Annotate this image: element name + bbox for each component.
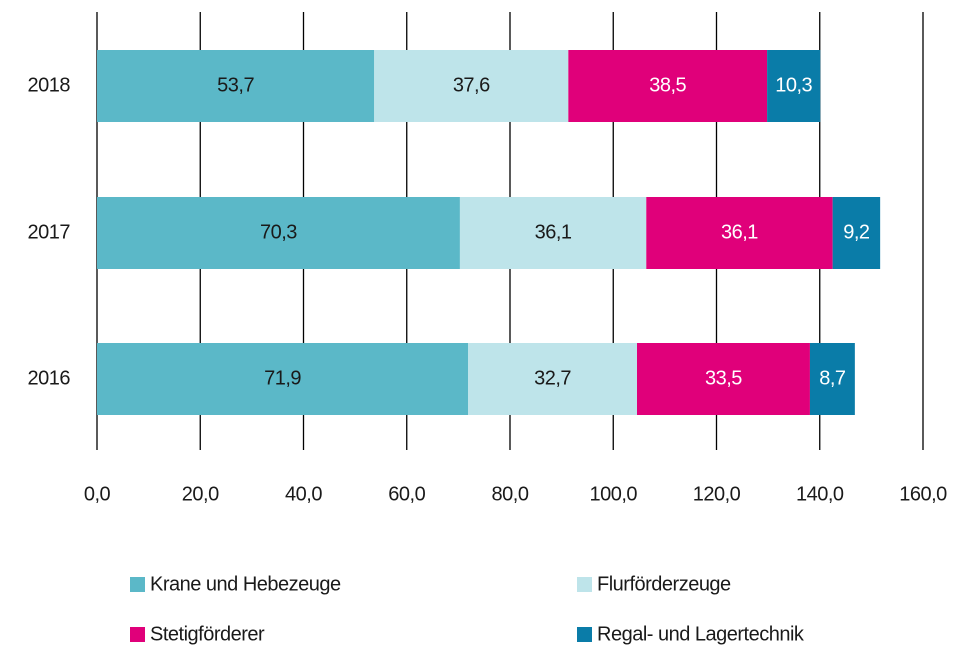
- x-tick-label: 100,0: [589, 483, 637, 505]
- bar-segment: [97, 343, 469, 415]
- data-label: 36,1: [535, 221, 572, 243]
- y-tick-label: 2016: [28, 367, 71, 389]
- bar-segment: [468, 343, 637, 415]
- data-label: 37,6: [453, 74, 490, 96]
- bar-segment: [459, 197, 647, 269]
- bar-segment: [767, 50, 821, 122]
- x-tick-label: 140,0: [796, 483, 844, 505]
- legend-swatch: [577, 577, 592, 592]
- bar-segment: [97, 197, 460, 269]
- bar-segment: [636, 343, 810, 415]
- data-label: 38,5: [649, 74, 686, 96]
- x-tick-label: 120,0: [693, 483, 741, 505]
- bar-segment: [568, 50, 768, 122]
- y-tick-label: 2018: [28, 74, 71, 96]
- x-tick-label: 40,0: [285, 483, 322, 505]
- x-tick-label: 20,0: [182, 483, 219, 505]
- x-tick-label: 60,0: [388, 483, 425, 505]
- x-tick-label: 80,0: [492, 483, 529, 505]
- data-label: 32,7: [534, 367, 571, 389]
- x-tick-label: 160,0: [899, 483, 947, 505]
- bar-segment: [646, 197, 833, 269]
- legend-swatch: [130, 627, 145, 642]
- data-label: 71,9: [264, 367, 301, 389]
- legend-label: Flurförderzeuge: [597, 573, 731, 595]
- data-label: 53,7: [217, 74, 254, 96]
- data-label: 9,2: [843, 221, 870, 243]
- bar-segment: [809, 343, 855, 415]
- legend-swatch: [577, 627, 592, 642]
- legend-label: Stetigförderer: [150, 623, 265, 645]
- bar-segment: [832, 197, 881, 269]
- legend-swatch: [130, 577, 145, 592]
- legend-label: Krane und Hebezeuge: [150, 573, 341, 595]
- y-tick-label: 2017: [28, 221, 71, 243]
- data-label: 10,3: [775, 74, 812, 96]
- bar-segment: [374, 50, 569, 122]
- bar-segment: [97, 50, 375, 122]
- data-label: 70,3: [260, 221, 297, 243]
- data-label: 8,7: [819, 367, 846, 389]
- x-tick-label: 0,0: [84, 483, 111, 505]
- data-label: 33,5: [705, 367, 742, 389]
- legend-label: Regal- und Lagertechnik: [597, 623, 805, 645]
- data-label: 36,1: [721, 221, 758, 243]
